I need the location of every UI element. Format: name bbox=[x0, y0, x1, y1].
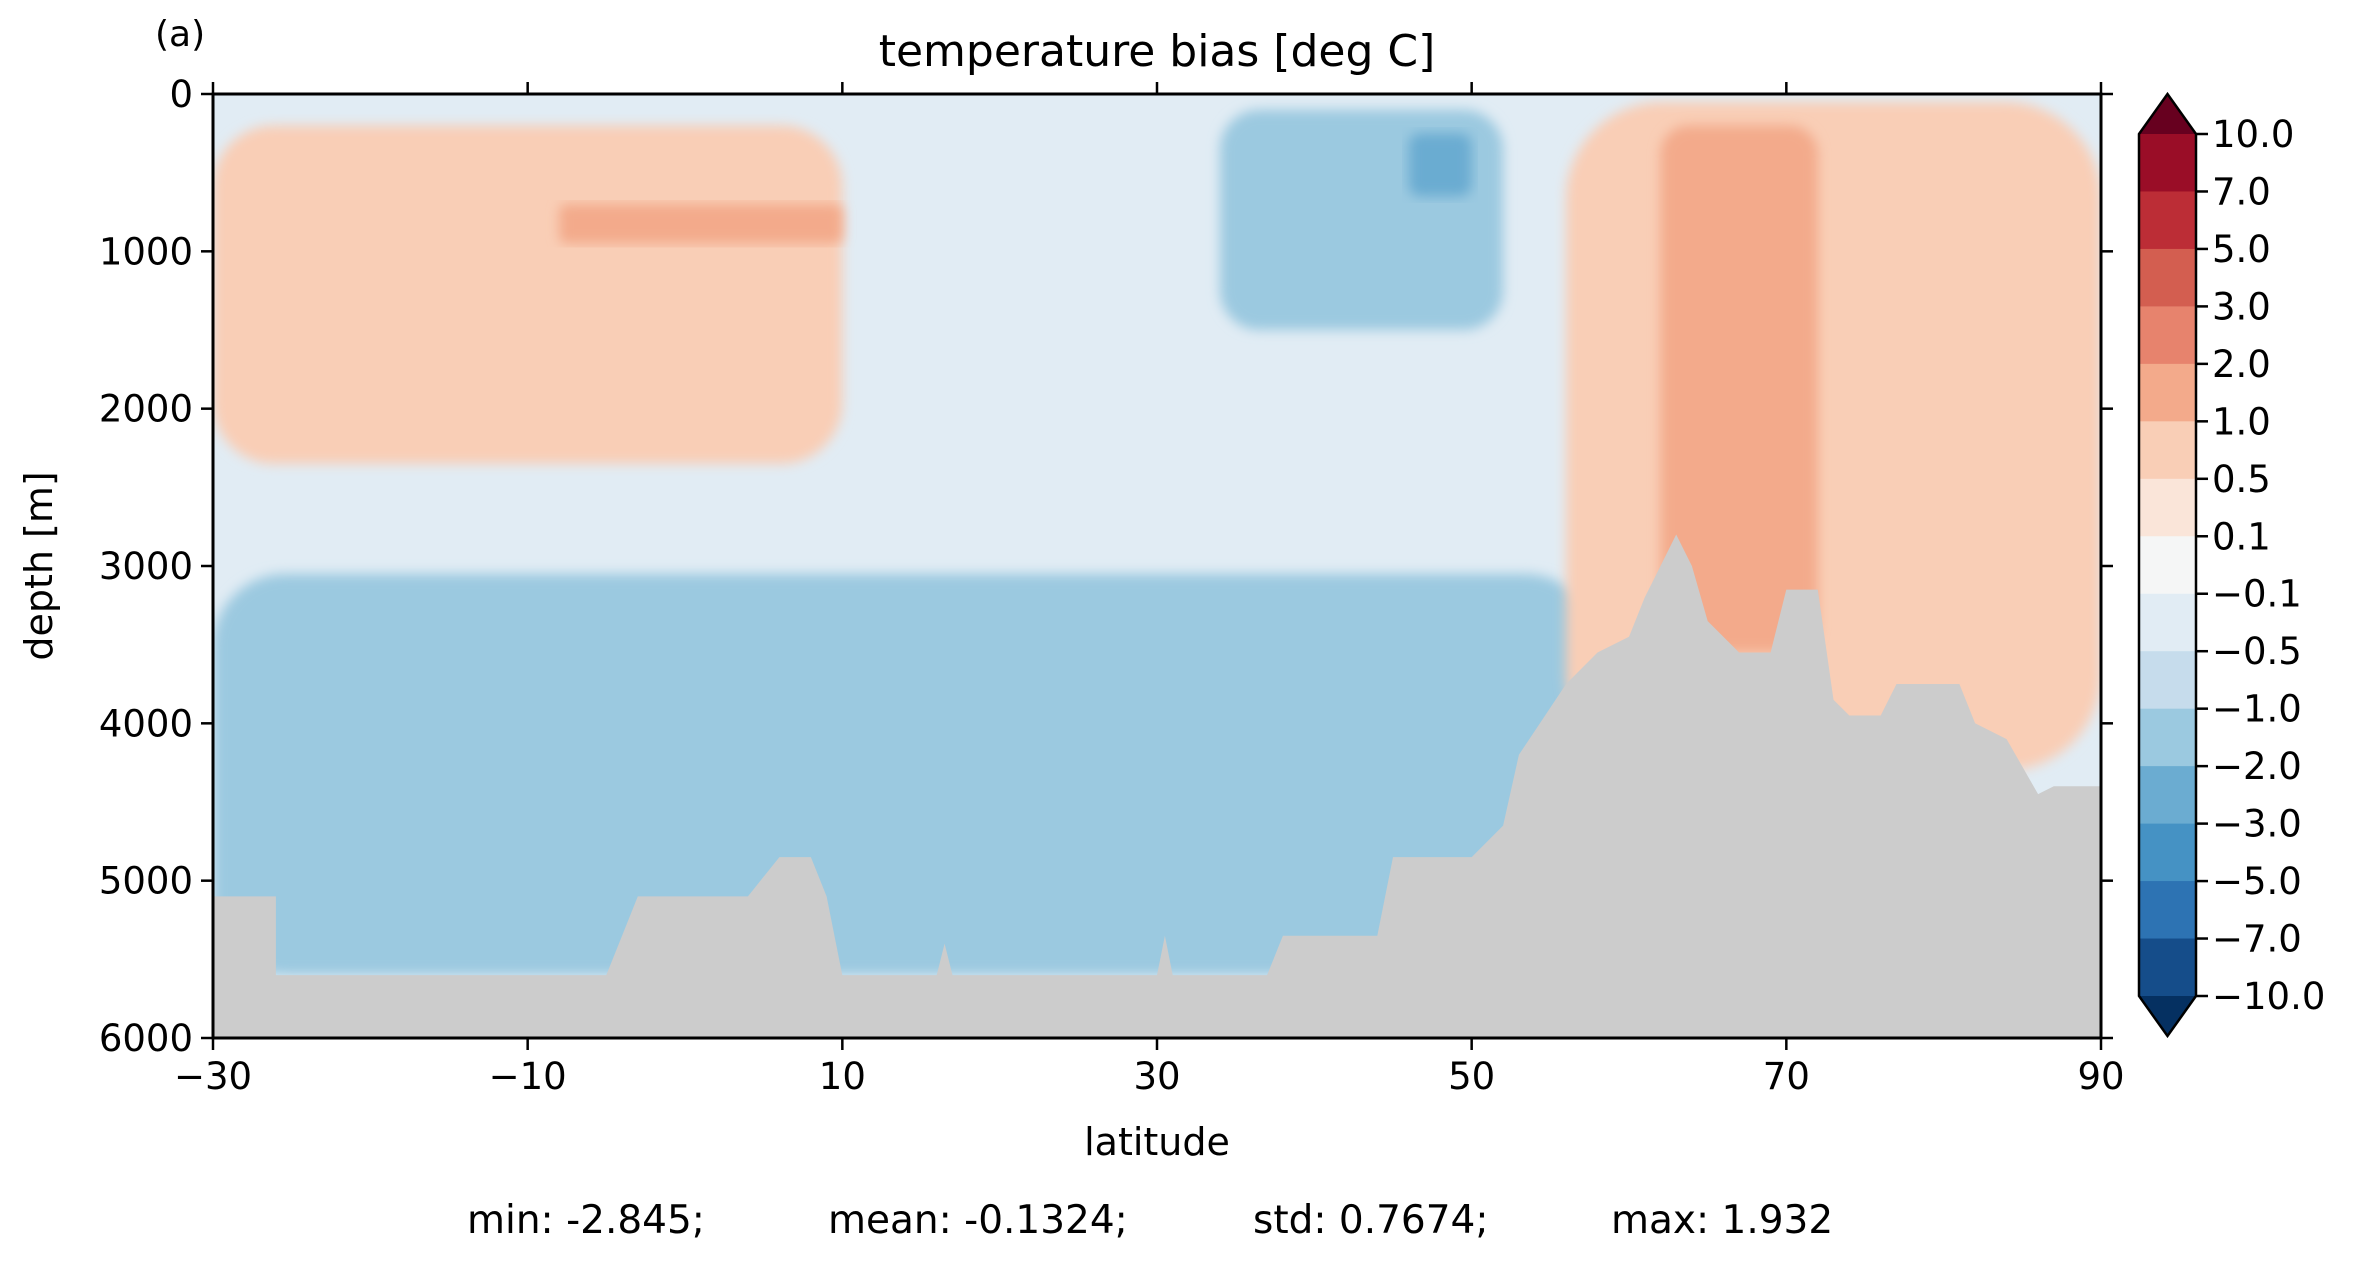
y-tick-label: 3000 bbox=[99, 545, 193, 588]
colorbar-tick-label: −0.1 bbox=[2212, 573, 2302, 616]
x-axis-label: latitude bbox=[1084, 1120, 1230, 1164]
colorbar-segment bbox=[2139, 651, 2196, 710]
colorbar-tick-label: −5.0 bbox=[2212, 860, 2302, 903]
colorbar-segment bbox=[2139, 766, 2196, 825]
bias-region-2 bbox=[559, 204, 843, 244]
y-tick-label: 4000 bbox=[99, 702, 193, 745]
y-tick-label: 5000 bbox=[99, 860, 193, 903]
y-axis-ticks: 0 1000 2000 3000 4000 5000 6000 bbox=[99, 73, 2113, 1060]
colorbar-tick-label: 2.0 bbox=[2212, 343, 2271, 386]
bias-region-1 bbox=[213, 125, 843, 464]
bathymetry-mask bbox=[213, 534, 2101, 1038]
colorbar-tick-label: 7.0 bbox=[2212, 170, 2271, 213]
colorbar-extend-max bbox=[2139, 94, 2196, 134]
x-tick-label: 50 bbox=[1448, 1055, 1495, 1098]
y-tick-label: 0 bbox=[169, 73, 193, 116]
y-tick-label: 6000 bbox=[99, 1017, 193, 1060]
colorbar-tick-label: 1.0 bbox=[2212, 400, 2271, 443]
stat-max: max: 1.932 bbox=[1611, 1198, 1834, 1243]
colorbar-segment bbox=[2139, 248, 2196, 307]
stat-mean: mean: -0.1324; bbox=[828, 1198, 1128, 1243]
seafloor-mask bbox=[213, 534, 2101, 1038]
chart-title: temperature bias [deg C] bbox=[879, 26, 1436, 77]
colorbar-tick-label: 5.0 bbox=[2212, 228, 2271, 271]
stat-min: min: -2.845; bbox=[467, 1198, 705, 1243]
colorbar-segment bbox=[2139, 363, 2196, 422]
bias-region-4 bbox=[1408, 133, 1472, 197]
colorbar-segment bbox=[2139, 708, 2196, 767]
x-tick-label: 90 bbox=[2077, 1055, 2124, 1098]
x-tick-label: 10 bbox=[819, 1055, 866, 1098]
stat-std: std: 0.7674; bbox=[1253, 1198, 1489, 1243]
colorbar-tick-label: 3.0 bbox=[2212, 285, 2271, 328]
colorbar-tick-label: −2.0 bbox=[2212, 745, 2302, 788]
colorbar-segment bbox=[2139, 421, 2196, 480]
y-axis-label: depth [m] bbox=[17, 471, 61, 660]
colorbar-tick-label: −0.5 bbox=[2212, 630, 2302, 673]
colorbar-tick-label: −7.0 bbox=[2212, 918, 2302, 961]
colorbar-segment bbox=[2139, 823, 2196, 882]
colorbar-segment bbox=[2139, 593, 2196, 652]
colorbar-tick-label: 10.0 bbox=[2212, 113, 2294, 156]
colorbar-extend-min bbox=[2139, 996, 2196, 1036]
colorbar-segment bbox=[2139, 478, 2196, 537]
colorbar-tick-label: 0.5 bbox=[2212, 458, 2271, 501]
colorbar-tick-label: −3.0 bbox=[2212, 803, 2302, 846]
colorbar-segment bbox=[2139, 938, 2196, 997]
x-axis-ticks: −30 −10 10 30 50 70 90 bbox=[174, 82, 2125, 1098]
y-tick-label: 1000 bbox=[99, 230, 193, 273]
x-tick-label: 70 bbox=[1763, 1055, 1810, 1098]
colorbar-segment bbox=[2139, 134, 2196, 193]
bias-region-0 bbox=[213, 573, 1598, 976]
x-tick-label: −10 bbox=[489, 1055, 567, 1098]
x-tick-label: −30 bbox=[174, 1055, 252, 1098]
colorbar-tick-label: 0.1 bbox=[2212, 515, 2271, 558]
colorbar-segment bbox=[2139, 536, 2196, 595]
y-tick-label: 2000 bbox=[99, 388, 193, 431]
statistics-line: min: -2.845; mean: -0.1324; std: 0.7674;… bbox=[0, 1198, 2362, 1248]
x-tick-label: 30 bbox=[1133, 1055, 1180, 1098]
colorbar-tick-label: −1.0 bbox=[2212, 688, 2302, 731]
bias-region-6 bbox=[1660, 125, 1818, 653]
colorbar-segment bbox=[2139, 881, 2196, 940]
panel-label: (a) bbox=[155, 14, 205, 55]
colorbar-segment bbox=[2139, 191, 2196, 250]
colorbar-segment bbox=[2139, 306, 2196, 365]
colorbar-tick-label: −10.0 bbox=[2212, 975, 2325, 1018]
colorbar: 10.0 7.0 5.0 3.0 2.0 1.0 0.5 0.1 −0.1 −0.5 −1.0 −2.… bbox=[2137, 91, 2325, 1039]
